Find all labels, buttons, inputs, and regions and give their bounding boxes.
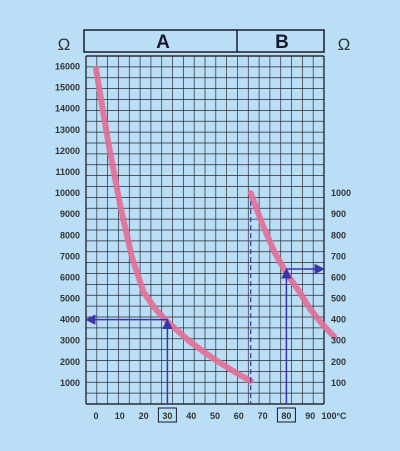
y-axis-left: 1000 2000 3000 4000 5000 6000 7000 8000 9000 1000… <box>55 62 80 388</box>
panel-a-label: A <box>156 32 170 53</box>
x-tick: 20 <box>139 411 149 421</box>
x-tick-highlight-box <box>157 407 177 423</box>
y-tick-right: 400 <box>331 315 346 325</box>
x-tick: 50 <box>210 411 220 421</box>
unit-right-label: Ω <box>338 35 351 54</box>
x-tick: 30 <box>162 411 172 421</box>
y-tick-right: 800 <box>331 230 346 240</box>
y-tick-right: 100 <box>331 378 346 388</box>
y-tick-right: 700 <box>331 251 346 261</box>
x-tick: 80 <box>281 411 291 421</box>
y-tick-left: 6000 <box>60 272 80 282</box>
x-tick: 0 <box>93 411 98 421</box>
y-tick-left: 1000 <box>60 378 80 388</box>
x-tick: 60 <box>234 411 244 421</box>
panel-b-label: B <box>275 32 289 53</box>
x-tick: 100°C <box>321 411 347 421</box>
panel-header-box <box>83 29 325 53</box>
annotation-guides <box>84 201 326 404</box>
y-tick-left: 8000 <box>60 230 80 240</box>
x-tick: 90 <box>305 411 315 421</box>
y-tick-right: 500 <box>331 294 346 304</box>
curve-panel-a <box>93 65 254 384</box>
y-tick-right: 600 <box>331 272 346 282</box>
y-tick-left: 9000 <box>60 209 80 219</box>
y-tick-left: 4000 <box>60 315 80 325</box>
y-tick-left: 13000 <box>55 125 80 135</box>
y-tick-right: 200 <box>331 357 346 367</box>
unit-left-label: Ω <box>58 35 71 54</box>
x-tick: 70 <box>258 411 268 421</box>
y-tick-right: 300 <box>331 336 346 346</box>
y-tick-left: 15000 <box>55 83 80 93</box>
y-axis-right: 100 200 300 400 500 600 700 800 900 1000 <box>331 188 351 388</box>
curves <box>93 65 337 384</box>
y-tick-left: 7000 <box>60 251 80 261</box>
y-tick-right: 1000 <box>331 188 351 198</box>
curve-panel-b <box>247 190 337 340</box>
y-tick-right: 900 <box>331 209 346 219</box>
grid <box>85 55 325 405</box>
x-tick-highlight-box <box>276 407 296 423</box>
y-tick-left: 11000 <box>55 167 80 177</box>
x-axis: 0 10 20 30 40 50 60 70 80 90 100°C <box>93 407 347 423</box>
y-tick-left: 5000 <box>60 294 80 304</box>
y-tick-left: 2000 <box>60 357 80 367</box>
y-tick-left: 14000 <box>55 104 80 114</box>
y-tick-left: 10000 <box>55 188 80 198</box>
x-tick: 40 <box>186 411 196 421</box>
x-tick: 10 <box>115 411 125 421</box>
y-tick-left: 3000 <box>60 336 80 346</box>
y-tick-left: 16000 <box>55 62 80 72</box>
y-tick-left: 12000 <box>55 146 80 156</box>
